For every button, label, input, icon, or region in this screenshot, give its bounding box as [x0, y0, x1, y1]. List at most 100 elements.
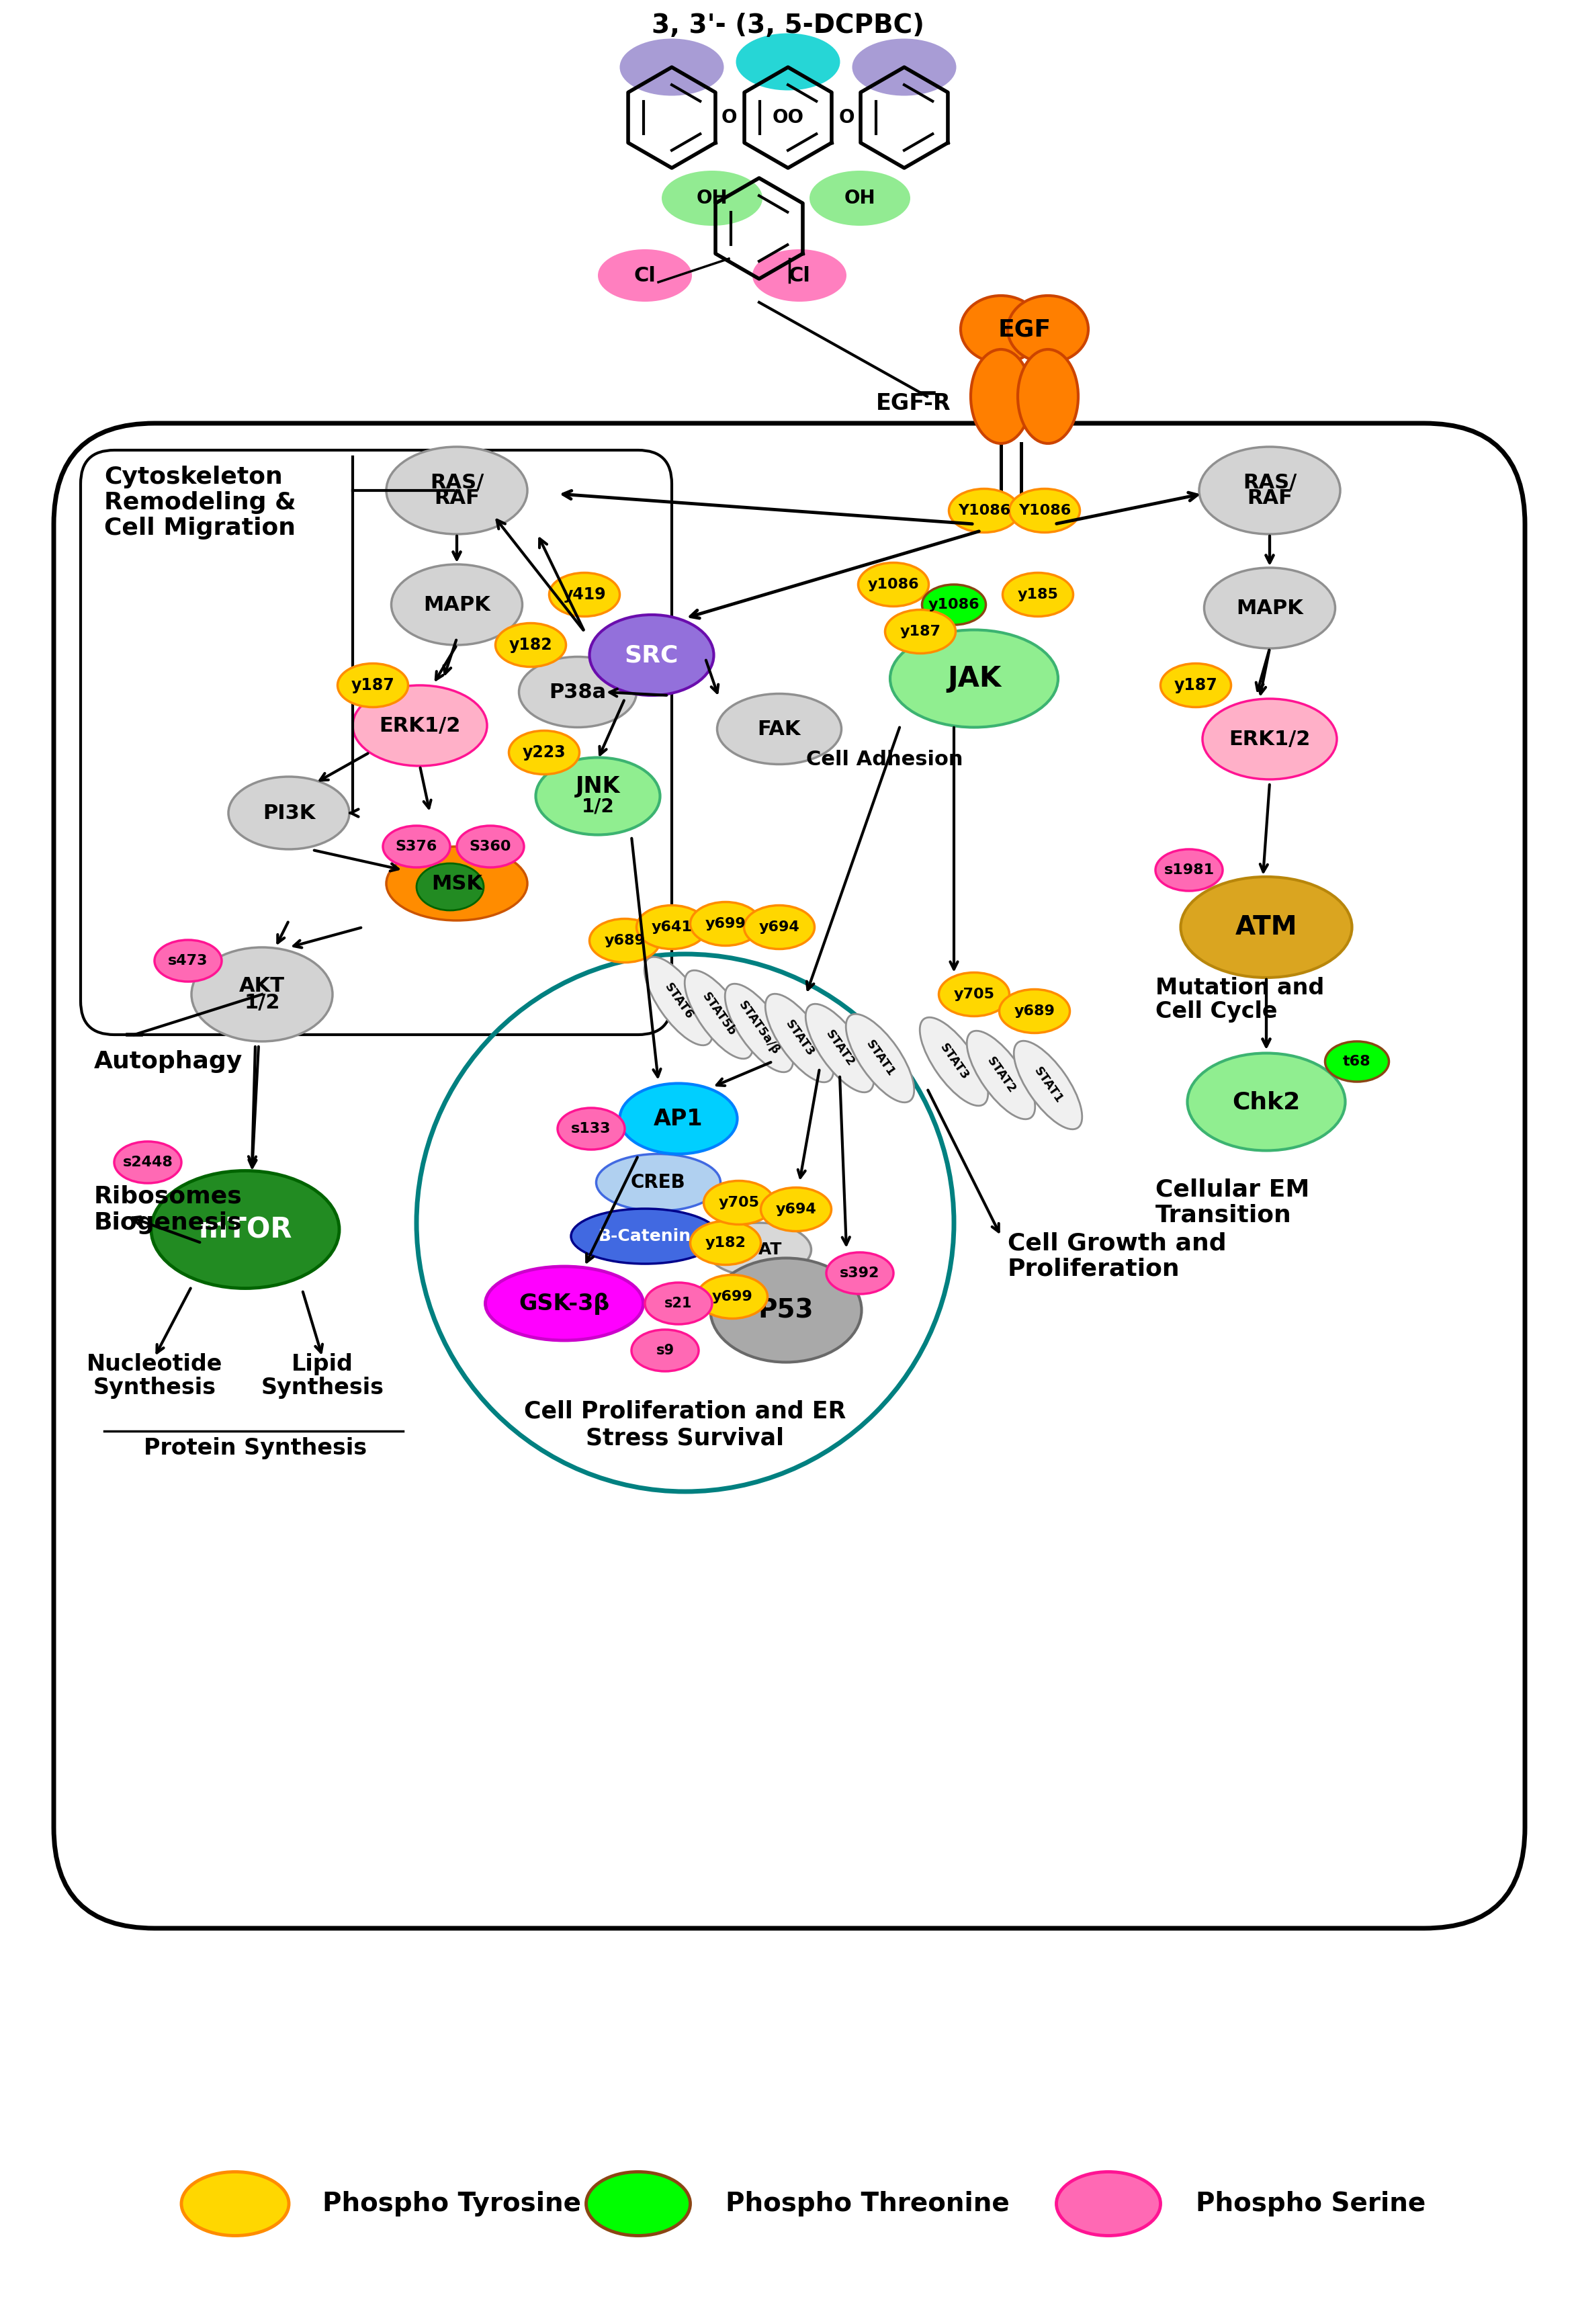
FancyBboxPatch shape — [54, 423, 1526, 1929]
Text: s473: s473 — [169, 955, 208, 967]
Text: FAK: FAK — [758, 718, 801, 739]
Text: Cellular EM: Cellular EM — [1155, 1178, 1310, 1202]
Ellipse shape — [922, 586, 987, 625]
Text: y185: y185 — [1018, 588, 1059, 602]
Ellipse shape — [711, 1257, 862, 1362]
Ellipse shape — [589, 918, 660, 962]
Ellipse shape — [353, 686, 487, 767]
Text: Lipid: Lipid — [292, 1353, 353, 1376]
Text: 1/2: 1/2 — [582, 797, 615, 816]
Ellipse shape — [485, 1267, 643, 1341]
Text: 3, 3'- (3, 5-DCPBC): 3, 3'- (3, 5-DCPBC) — [651, 12, 925, 37]
Text: JNK: JNK — [575, 774, 621, 797]
Text: y699: y699 — [712, 1290, 753, 1304]
Text: ERK1/2: ERK1/2 — [380, 716, 460, 734]
Text: ATM: ATM — [1236, 913, 1297, 939]
Ellipse shape — [1202, 700, 1336, 779]
Text: mTOR: mTOR — [199, 1215, 292, 1243]
Ellipse shape — [766, 995, 834, 1083]
Ellipse shape — [708, 1222, 812, 1276]
Text: GSK-3β: GSK-3β — [519, 1292, 610, 1315]
Text: y1086: y1086 — [928, 597, 980, 611]
Ellipse shape — [1199, 446, 1340, 535]
Ellipse shape — [1155, 848, 1223, 890]
Text: CREB: CREB — [630, 1174, 686, 1192]
Ellipse shape — [1007, 295, 1089, 363]
Text: OH: OH — [845, 188, 876, 207]
Text: STAT5b: STAT5b — [700, 990, 738, 1039]
Text: Ribosomes: Ribosomes — [95, 1185, 243, 1208]
Text: RAF: RAF — [1247, 488, 1292, 509]
Text: AP1: AP1 — [654, 1109, 703, 1129]
Ellipse shape — [999, 990, 1070, 1032]
Ellipse shape — [920, 1018, 988, 1106]
Ellipse shape — [386, 446, 528, 535]
Ellipse shape — [717, 693, 842, 765]
Text: AKT: AKT — [240, 976, 285, 995]
Text: S376: S376 — [396, 839, 438, 853]
Text: STAT: STAT — [736, 1241, 782, 1257]
Text: P38a: P38a — [548, 683, 607, 702]
Text: Remodeling &: Remodeling & — [104, 490, 296, 514]
Text: Cell Growth and: Cell Growth and — [1007, 1232, 1226, 1255]
Ellipse shape — [457, 825, 523, 867]
Text: ERK1/2: ERK1/2 — [1229, 730, 1310, 748]
FancyBboxPatch shape — [80, 451, 671, 1034]
Text: EGF: EGF — [998, 318, 1051, 342]
Text: y187: y187 — [351, 676, 394, 693]
Ellipse shape — [886, 609, 955, 653]
Ellipse shape — [752, 249, 846, 302]
Ellipse shape — [619, 40, 723, 95]
Ellipse shape — [697, 1276, 768, 1318]
Ellipse shape — [690, 1220, 761, 1264]
Ellipse shape — [1013, 1041, 1083, 1129]
Text: Synthesis: Synthesis — [93, 1376, 216, 1399]
Text: y689: y689 — [1013, 1004, 1054, 1018]
Text: y419: y419 — [563, 586, 607, 602]
Ellipse shape — [548, 572, 619, 616]
Ellipse shape — [113, 1141, 181, 1183]
Text: Cell Cycle: Cell Cycle — [1155, 999, 1278, 1023]
Ellipse shape — [662, 170, 763, 225]
Ellipse shape — [632, 1329, 698, 1371]
Text: Biogenesis: Biogenesis — [95, 1211, 243, 1234]
Text: STAT1: STAT1 — [864, 1039, 897, 1078]
Ellipse shape — [1187, 1053, 1346, 1150]
Text: Cl: Cl — [788, 265, 810, 286]
Ellipse shape — [637, 906, 708, 948]
Ellipse shape — [890, 630, 1057, 727]
Text: s9: s9 — [656, 1343, 675, 1357]
Ellipse shape — [690, 902, 761, 946]
Text: B-Catenin: B-Catenin — [599, 1227, 692, 1243]
Text: RAS/: RAS/ — [1243, 472, 1297, 493]
Text: O: O — [838, 109, 854, 128]
Text: STAT2: STAT2 — [983, 1055, 1018, 1095]
Text: 1/2: 1/2 — [244, 992, 281, 1013]
Ellipse shape — [191, 948, 333, 1041]
Text: O: O — [720, 109, 736, 128]
Text: P53: P53 — [758, 1297, 813, 1322]
Text: MAPK: MAPK — [424, 595, 490, 614]
Text: s392: s392 — [840, 1267, 879, 1281]
Ellipse shape — [971, 349, 1031, 444]
Ellipse shape — [589, 616, 714, 695]
Text: Cytoskeleton: Cytoskeleton — [104, 465, 282, 488]
Ellipse shape — [416, 862, 484, 911]
Ellipse shape — [859, 562, 928, 607]
Ellipse shape — [1018, 349, 1078, 444]
Text: y182: y182 — [704, 1236, 745, 1250]
Ellipse shape — [229, 776, 350, 848]
Text: y689: y689 — [604, 934, 645, 948]
Text: SRC: SRC — [624, 644, 679, 667]
Text: STAT1: STAT1 — [1031, 1064, 1065, 1106]
Ellipse shape — [939, 971, 1009, 1016]
Ellipse shape — [853, 40, 957, 95]
Ellipse shape — [736, 33, 840, 91]
Text: Cl: Cl — [634, 265, 656, 286]
Ellipse shape — [645, 957, 712, 1046]
Text: Chk2: Chk2 — [1232, 1090, 1300, 1113]
Text: y1086: y1086 — [868, 579, 919, 590]
Text: Y1086: Y1086 — [958, 504, 1010, 518]
Text: y705: y705 — [719, 1197, 760, 1208]
Ellipse shape — [966, 1032, 1035, 1120]
